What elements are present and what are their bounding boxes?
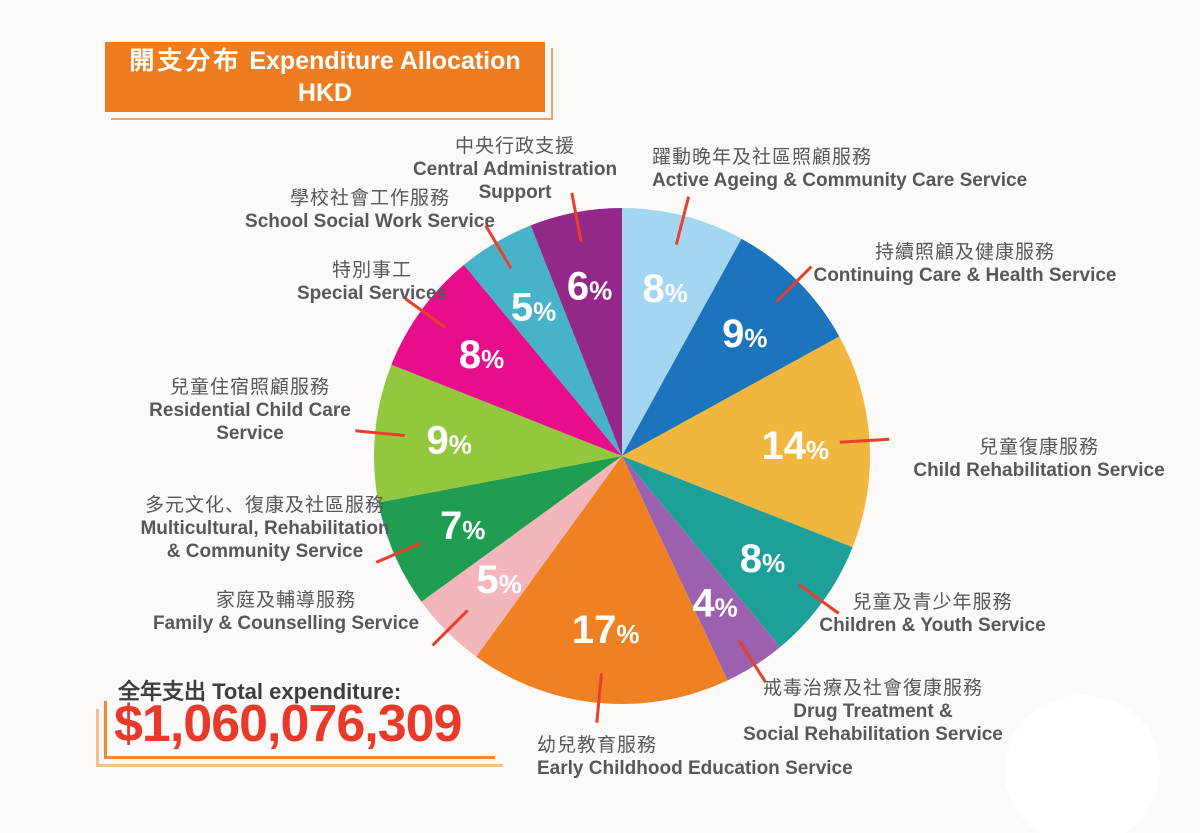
- pie-slice-4: [622, 456, 781, 681]
- service-label-residential-child-care: 兒童住宿照顧服務 Residential Child Care Service: [149, 377, 351, 444]
- leader-line-9: [404, 297, 447, 329]
- leader-line-2: [839, 437, 890, 444]
- service-label-continuing-care: 持續照顧及健康服務 Continuing Care & Health Servi…: [813, 242, 1117, 286]
- total-expenditure-label: 全年支出 Total expenditure:: [118, 679, 402, 704]
- leader-line-10: [484, 224, 513, 269]
- decorative-circle: [1005, 695, 1160, 833]
- pie-slice-6: [421, 456, 622, 657]
- service-label-child-rehab: 兒童復康服務 Child Rehabilitation Service: [913, 437, 1165, 481]
- pie-slice-5: [476, 456, 728, 704]
- total-expenditure-amount: $1,060,076,309: [114, 695, 462, 753]
- service-label-family-counselling: 家庭及輔導服務 Family & Counselling Service: [152, 590, 420, 634]
- title-en: Expenditure Allocation: [249, 47, 521, 75]
- pie-percent-label: 14%: [761, 424, 829, 468]
- pie-percent-label: 5%: [511, 286, 556, 330]
- pie-slice-10: [463, 225, 622, 456]
- leader-line-0: [674, 196, 691, 245]
- leader-line-8: [355, 429, 405, 437]
- total-bracket-inner: [104, 701, 495, 759]
- pie-slice-3: [622, 456, 853, 648]
- pie-slice-8: [373, 364, 622, 503]
- pie-percent-label: 17%: [572, 608, 640, 652]
- pie-percent-label: 4%: [692, 582, 737, 626]
- leader-line-3: [797, 583, 840, 615]
- title-line1: 開支分布 Expenditure Allocation: [129, 45, 520, 77]
- service-label-early-childhood: 幼兒教育服務 Early Childhood Education Service: [537, 735, 853, 779]
- service-label-school-social-work: 學校社會工作服務 School Social Work Service: [245, 188, 495, 232]
- service-label-drug-treatment: 戒毒治療及社會復康服務 Drug Treatment & Social Reha…: [743, 678, 1003, 745]
- pie-percent-label: 6%: [567, 265, 612, 309]
- title-zh: 開支分布: [129, 47, 242, 75]
- leader-line-1: [775, 265, 813, 303]
- leader-line-5: [595, 673, 603, 723]
- pie-percent-label: 8%: [459, 333, 504, 377]
- service-label-special-services: 特別事工 Special Services: [297, 260, 447, 304]
- service-label-active-ageing: 躍動晚年及社區照顧服務 Active Ageing & Community Ca…: [652, 147, 1028, 191]
- pie-slice-2: [622, 336, 871, 548]
- service-label-children-youth: 兒童及青少年服務 Children & Youth Service: [819, 592, 1046, 636]
- leader-line-11: [570, 192, 583, 242]
- pie-slice-9: [391, 264, 622, 456]
- title-currency: HKD: [297, 79, 353, 107]
- pie-percent-label: 8%: [740, 537, 785, 581]
- pie-slice-0: [622, 208, 742, 456]
- pie-percent-label: 7%: [440, 504, 485, 548]
- service-label-central-admin: 中央行政支援 Central Administration Support: [412, 136, 618, 203]
- service-label-multicultural: 多元文化、復康及社區服務 Multicultural, Rehabilitati…: [140, 495, 390, 562]
- pie-percent-label: 9%: [427, 419, 472, 463]
- title-box-outline: [111, 48, 553, 120]
- title-box: 開支分布 Expenditure Allocation HKD: [105, 42, 545, 112]
- leader-line-7: [375, 541, 423, 564]
- pie-percent-label: 5%: [477, 558, 522, 602]
- leader-line-6: [431, 609, 469, 647]
- pie-percent-label: 9%: [722, 312, 767, 356]
- pie-slice-11: [530, 208, 622, 456]
- leader-line-4: [737, 639, 767, 683]
- pie-slice-7: [378, 456, 622, 602]
- pie-percent-label: 8%: [643, 267, 688, 311]
- total-bracket-outer: [96, 709, 503, 767]
